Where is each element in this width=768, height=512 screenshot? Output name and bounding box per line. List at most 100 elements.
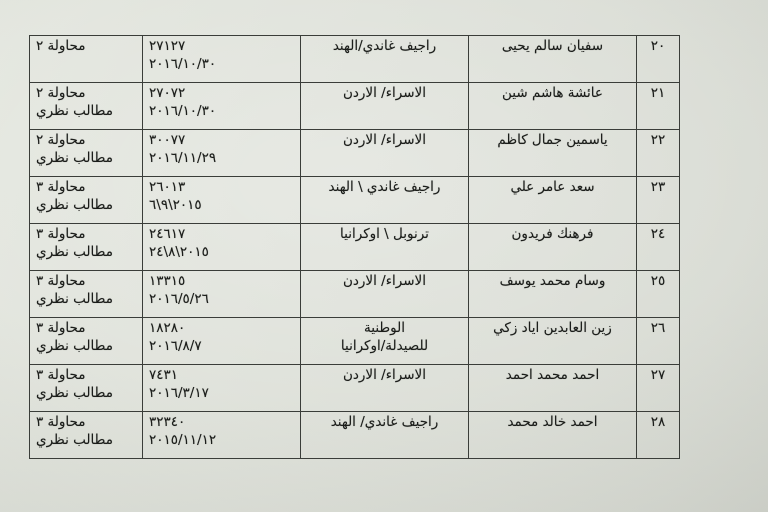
row-number-cell: ٢٤	[636, 223, 680, 271]
row-number-cell-line: ٢٧	[650, 367, 666, 383]
row-number-cell-line: ٢٣	[650, 179, 666, 195]
document-number-cell-line: ٢٦٠١٣	[149, 179, 186, 195]
attempt-cell-line: محاولة ٣	[36, 226, 86, 242]
attempt-cell-line: مطالب نظري	[36, 150, 113, 167]
attempt-cell-line: مطالب نظري	[36, 432, 113, 449]
document-number-cell: ٧٤٣١ ٢٠١٦/٣/١٧	[142, 364, 301, 412]
row-number-cell: ٢٧	[636, 364, 680, 412]
row-number-cell-line: ٢١	[650, 85, 666, 101]
attempt-cell-line: مطالب نظري	[36, 244, 113, 261]
attempt-cell: محاولة ٣ مطالب نظري	[29, 223, 143, 271]
student-name-cell-line: وسام محمد يوسف	[499, 273, 606, 289]
document-number-cell-line: ٣٢٣٤٠	[149, 414, 186, 430]
student-name-cell-line: زين العابدين اياد زكي	[493, 320, 612, 336]
document-number-cell-line: ١٣٣١٥	[149, 273, 186, 289]
attempt-cell: محاولة ٣ مطالب نظري	[29, 364, 143, 412]
document-number-cell-line: ١٨٢٨٠	[149, 320, 186, 336]
document-number-cell-line: ٢٧٠٧٢	[149, 85, 186, 101]
document-number-cell-line: ٢٠١٦/٥/٢٦	[149, 291, 209, 308]
table-body: ٢٠ سفيان سالم يحيى راجيف غاندي/الهند ٢٧١٢٧ ٢…	[29, 35, 680, 459]
student-name-cell: وسام محمد يوسف	[468, 270, 637, 318]
row-number-cell-line: ٢٤	[650, 226, 666, 242]
document-number-cell: ٣٠٠٧٧ ٢٠١٦/١١/٢٩	[142, 129, 301, 177]
attempt-cell-line: مطالب نظري	[36, 338, 113, 355]
document-number-cell-line: ٧٤٣١	[149, 367, 179, 383]
attempt-cell: محاولة ٢ مطالب نظري	[29, 129, 143, 177]
student-name-cell: احمد خالد محمد	[468, 411, 637, 459]
table-row: ٢٢ ياسمين جمال كاظم الاسراء/ الاردن ٣٠٠٧٧ ٢٠…	[29, 129, 680, 177]
table-row: ٢٦ زين العابدين اياد زكي الوطنية للصيدلة/او…	[29, 317, 680, 365]
row-number-cell: ٢١	[636, 82, 680, 130]
university-cell-line: الاسراء/ الاردن	[342, 367, 427, 383]
university-cell: راجيف غاندي \ الهند	[300, 176, 469, 224]
table-row: ٢٤ فرهنك فريدون ترنوبل \ اوكرانيا ٢٤٦١٧ ٢٠١٥…	[29, 223, 680, 271]
document-number-cell-line: ٢٤٦١٧	[149, 226, 186, 242]
student-name-cell-line: ياسمين جمال كاظم	[497, 132, 608, 148]
attempt-cell: محاولة ٣ مطالب نظري	[29, 317, 143, 365]
attempt-cell: محاولة ٣ مطالب نظري	[29, 270, 143, 318]
document-number-cell: ٢٦٠١٣ ٢٠١٥\٩\٦	[142, 176, 301, 224]
document-number-cell: ١٨٢٨٠ ٢٠١٦/٨/٧	[142, 317, 301, 365]
table-row: ٢١ عائشة هاشم شين الاسراء/ الاردن ٢٧٠٧٢ ٢٠١٦…	[29, 82, 680, 130]
attempt-cell-line: مطالب نظري	[36, 103, 113, 120]
university-cell-line: الاسراء/ الاردن	[342, 273, 427, 289]
student-name-cell-line: سعد عامر علي	[510, 179, 595, 195]
student-name-cell: سعد عامر علي	[468, 176, 637, 224]
university-cell-line: الوطنية	[364, 320, 405, 336]
document-number-cell: ٣٢٣٤٠ ٢٠١٥/١١/١٢	[142, 411, 301, 459]
attempt-cell-line: مطالب نظري	[36, 385, 113, 402]
document-number-cell-line: ٢٠١٥/١١/١٢	[149, 432, 217, 449]
table-row: ٢٠ سفيان سالم يحيى راجيف غاندي/الهند ٢٧١٢٧ ٢…	[29, 35, 680, 83]
attempt-cell-line: محاولة ٣	[36, 179, 86, 195]
row-number-cell-line: ٢٢	[650, 132, 666, 148]
row-number-cell-line: ٢٥	[650, 273, 666, 289]
row-number-cell: ٢٨	[636, 411, 680, 459]
row-number-cell-line: ٢٦	[650, 320, 666, 336]
university-cell: ترنوبل \ اوكرانيا	[300, 223, 469, 271]
table-row: ٢٧ احمد محمد احمد الاسراء/ الاردن ٧٤٣١ ٢٠١٦/…	[29, 364, 680, 412]
university-cell: الاسراء/ الاردن	[300, 82, 469, 130]
attempt-cell: محاولة ٣ مطالب نظري	[29, 176, 143, 224]
document-number-cell-line: ٢٠١٦/١٠/٣٠	[149, 56, 217, 73]
row-number-cell: ٢٢	[636, 129, 680, 177]
university-cell-line: الاسراء/ الاردن	[342, 85, 427, 101]
document-number-cell: ١٣٣١٥ ٢٠١٦/٥/٢٦	[142, 270, 301, 318]
attempt-cell-line: محاولة ٣	[36, 367, 86, 383]
university-cell-line: راجيف غاندي \ الهند	[328, 179, 441, 195]
document-number-cell-line: ٢٠١٦/١٠/٣٠	[149, 103, 217, 120]
attempt-cell-line: محاولة ٣	[36, 320, 86, 336]
university-cell-line: للصيدلة/اوكرانيا	[340, 338, 429, 355]
student-name-cell: زين العابدين اياد زكي	[468, 317, 637, 365]
document-number-cell: ٢٤٦١٧ ٢٠١٥\٨\٢٤	[142, 223, 301, 271]
student-name-cell: ياسمين جمال كاظم	[468, 129, 637, 177]
student-name-cell-line: احمد محمد احمد	[505, 367, 600, 383]
table-row: ٢٣ سعد عامر علي راجيف غاندي \ الهند ٢٦٠١٣ ٢٠…	[29, 176, 680, 224]
student-name-cell: عائشة هاشم شين	[468, 82, 637, 130]
student-name-cell-line: احمد خالد محمد	[507, 414, 598, 430]
student-name-cell: سفيان سالم يحيى	[468, 35, 637, 83]
university-cell-line: راجيف غاندي/ الهند	[330, 414, 439, 430]
row-number-cell-line: ٢٨	[650, 414, 666, 430]
university-cell-line: الاسراء/ الاردن	[342, 132, 427, 148]
attempt-cell: محاولة ٢ مطالب نظري	[29, 82, 143, 130]
university-cell: راجيف غاندي/ الهند	[300, 411, 469, 459]
document-number-cell-line: ٢٠١٦/٨/٧	[149, 338, 202, 355]
row-number-cell: ٢٣	[636, 176, 680, 224]
row-number-cell: ٢٦	[636, 317, 680, 365]
document-number-cell-line: ٢٠١٦/٣/١٧	[149, 385, 209, 402]
document-number-cell-line: ٢٠١٥\٨\٢٤	[149, 244, 209, 261]
attempt-cell-line: محاولة ٣	[36, 414, 86, 430]
university-cell-line: ترنوبل \ اوكرانيا	[340, 226, 429, 242]
student-name-cell-line: فرهنك فريدون	[511, 226, 594, 242]
university-cell-line: راجيف غاندي/الهند	[332, 38, 437, 54]
row-number-cell-line: ٢٠	[650, 38, 666, 54]
attempt-cell: محاولة ٣ مطالب نظري	[29, 411, 143, 459]
attempt-cell-line: محاولة ٢	[36, 38, 86, 54]
document-number-cell-line: ٢٠١٥\٩\٦	[149, 197, 202, 214]
university-cell: الاسراء/ الاردن	[300, 364, 469, 412]
document-number-cell-line: ٢٠١٦/١١/٢٩	[149, 150, 217, 167]
document-number-cell: ٢٧١٢٧ ٢٠١٦/١٠/٣٠	[142, 35, 301, 83]
university-cell: الوطنية للصيدلة/اوكرانيا	[300, 317, 469, 365]
attempt-cell-line: مطالب نظري	[36, 291, 113, 308]
table-row: ٢٥ وسام محمد يوسف الاسراء/ الاردن ١٣٣١٥ ٢٠١٦…	[29, 270, 680, 318]
